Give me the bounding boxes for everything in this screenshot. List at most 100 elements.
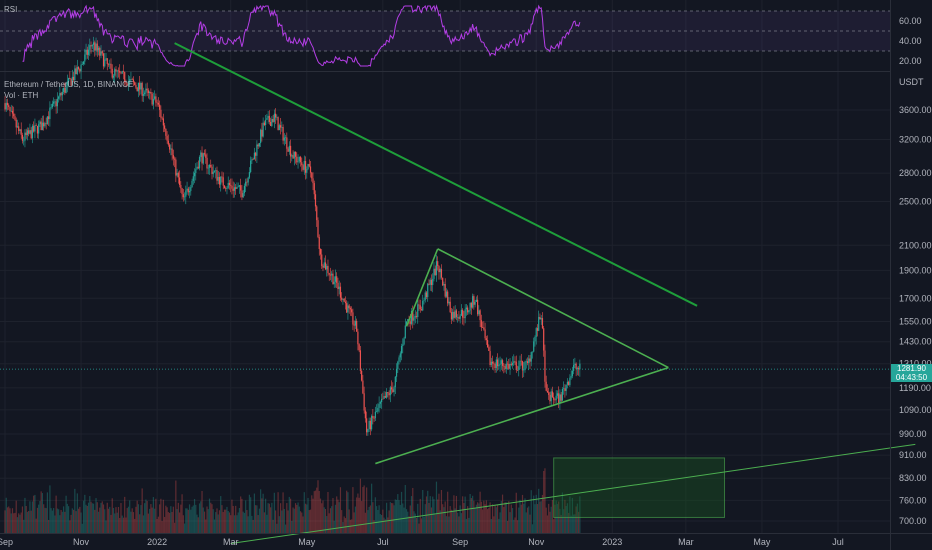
long-support-line[interactable] [230,443,916,544]
candle-body [159,104,161,110]
volume-bar [167,512,169,533]
volume-bar [303,492,305,533]
candle-body [464,309,466,319]
candle-body [389,387,391,396]
candle-body [480,320,482,328]
current-price-value: 1281.90 [897,364,926,373]
volume-bar [321,503,323,533]
volume-bar [56,508,58,533]
candle-body [242,193,244,198]
volume-bar [36,507,39,533]
candle-body [540,318,542,320]
candle-body [89,45,91,50]
candle-body [434,268,436,276]
candle-body [333,281,335,285]
volume-bar [172,506,174,533]
candle-body [45,123,47,125]
price-tick-label: 830.00 [899,473,927,483]
candle-body [568,381,570,386]
triangle-upper-line[interactable] [437,248,669,369]
demand-zone-box[interactable] [553,457,726,518]
volume-bar [433,499,435,533]
volume-bar [491,504,494,533]
volume-bar [166,507,168,533]
candle-body [257,144,259,147]
volume-bar [543,470,545,533]
volume-bar [58,509,60,533]
candle-body [440,269,443,278]
candle-body [197,166,199,169]
candle-body [539,316,541,320]
candle-body [514,361,516,362]
rsi-legend[interactable]: RSI [4,5,18,14]
volume-bar [141,488,143,533]
volume-bar [564,499,566,533]
demand-zone-layer[interactable] [553,457,726,518]
price-tick-label: 2100.00 [899,240,932,250]
volume-bar [263,512,265,533]
candle-body [455,310,458,318]
triangle-lower-line[interactable] [375,366,669,465]
rsi-panel[interactable] [0,4,890,67]
candle-body [276,117,278,118]
volume-bar [173,522,176,533]
candle-body [19,129,21,131]
volume-bar [291,520,293,533]
volume-bar [468,517,470,533]
volume-bar [99,507,101,533]
volume-bar [353,512,355,533]
candle-body [563,388,565,389]
rsi-line[interactable] [22,4,581,67]
candle-body [343,298,345,302]
descending-resistance-line[interactable] [174,42,698,307]
symbol-legend[interactable]: Ethereum / TetherUS, 1D, BINANCE [4,80,134,89]
price-candles[interactable] [4,36,581,436]
volume-bar [288,496,290,533]
candle-body [314,194,317,207]
candle-body [41,122,44,131]
candle-body [402,344,404,347]
volume-bar [250,497,252,533]
candle-body [298,156,300,162]
candle-body [50,107,52,108]
candle-body [448,301,450,304]
candle-body [273,113,275,122]
candle-body [503,365,505,367]
candle-body [248,172,251,178]
volume-bar [129,500,131,533]
candle-body [420,309,423,311]
volume-bar [10,513,12,533]
time-tick-label: Nov [528,537,545,547]
candle-body [230,185,232,186]
volume-bar [182,515,184,533]
volume-bar [161,521,163,533]
volume-bar [69,520,71,533]
price-tick-label: 1550.00 [899,316,932,326]
volume-bar [435,481,438,533]
candle-body [399,353,401,358]
candle-body [24,132,26,141]
candle-body [385,392,388,398]
volume-bar [464,496,466,533]
candle-body [449,301,451,313]
volume-bar [336,496,338,533]
candle-body [278,125,280,131]
volume-bar [545,507,547,533]
trendlines[interactable] [0,42,916,544]
volume-bar [556,504,559,533]
candle-body [198,156,201,169]
candle-body [212,171,214,175]
volume-bar [423,516,425,533]
candle-body [311,172,313,179]
candle-body [140,82,142,90]
volume-bar [301,512,303,533]
candle-body [513,361,515,364]
volume-bar [449,506,451,533]
volume-bar [114,513,116,533]
volume-legend[interactable]: Vol · ETH [4,91,39,100]
candle-body [109,63,111,65]
volume-bar [137,504,140,533]
candle-body [252,159,254,160]
rising-channel-line[interactable] [405,248,439,327]
